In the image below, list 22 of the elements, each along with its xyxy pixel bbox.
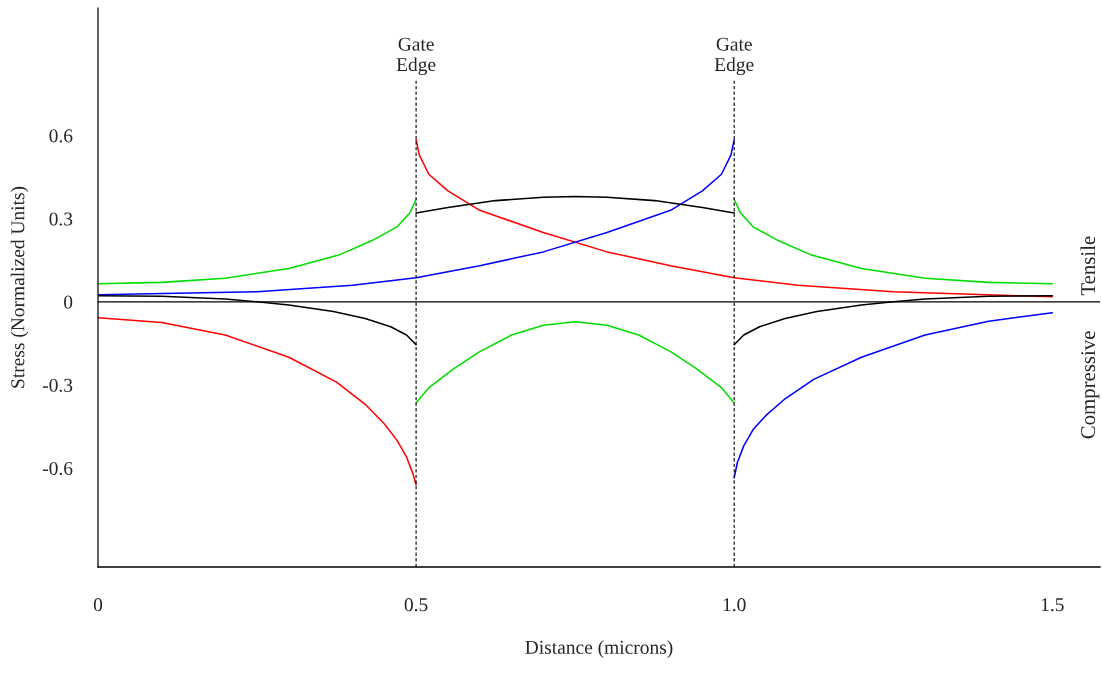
y-tick-label: 0.3 <box>49 212 73 226</box>
line-series <box>415 138 1054 298</box>
annotation: Compressive <box>1081 331 1100 439</box>
x-tick-label: 1.5 <box>1041 598 1064 612</box>
y-axis-title: Stress (Normalized Units) <box>10 186 29 388</box>
x-tick-label: 1.0 <box>723 598 746 612</box>
line-series <box>415 320 735 404</box>
y-tick-label: -0.6 <box>42 461 73 476</box>
ref-line-label: Gate Edge <box>714 37 754 76</box>
line-series <box>733 312 1054 479</box>
x-tick-label: 0.5 <box>404 598 428 612</box>
y-tick-label: -0.3 <box>42 378 73 392</box>
ref-line-label: Gate Edge <box>396 37 436 76</box>
line-series <box>98 198 417 285</box>
y-tick-label: 0 <box>64 295 73 309</box>
x-axis-title: Distance (microns) <box>525 640 673 658</box>
line-series <box>98 317 417 486</box>
annotation: Tensile <box>1080 236 1096 296</box>
line-series <box>98 138 735 296</box>
y-tick-label: 0.6 <box>49 129 73 143</box>
line-series <box>733 198 1054 285</box>
x-tick-label: 0 <box>93 598 103 612</box>
